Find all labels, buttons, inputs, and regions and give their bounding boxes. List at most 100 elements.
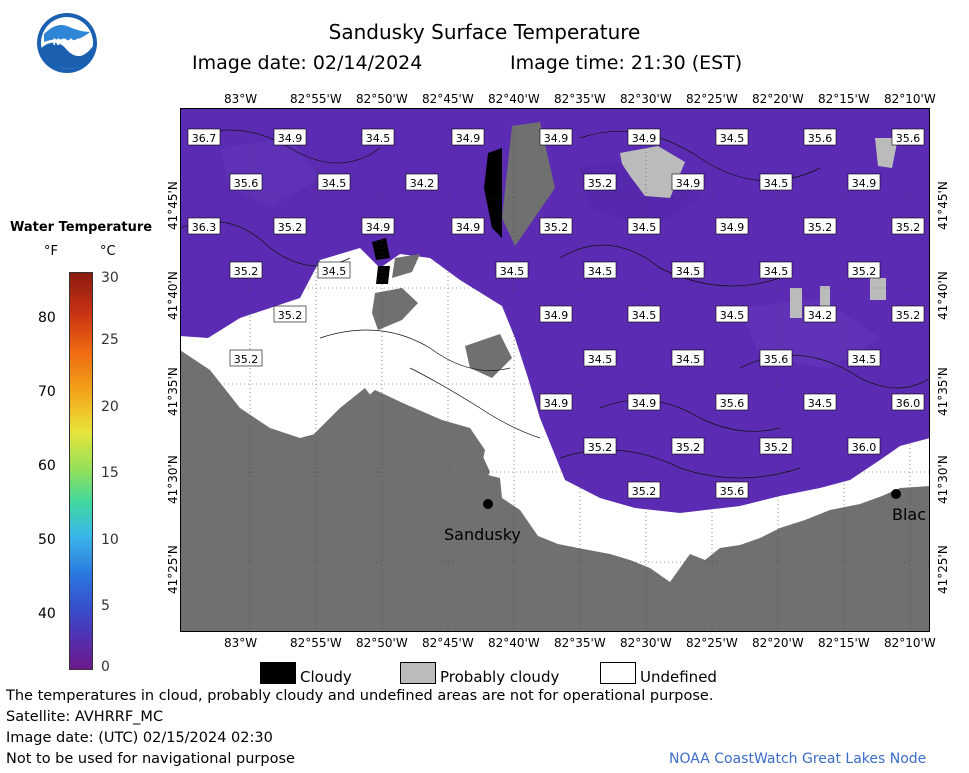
temperature-label: 35.6 xyxy=(715,481,749,499)
celsius-tick-label: 10 xyxy=(101,532,119,548)
temperature-label: 34.5 xyxy=(715,128,749,146)
lon-label-top: 82°25'W xyxy=(686,92,738,106)
fahrenheit-tick-label: 70 xyxy=(38,384,56,400)
temperature-label: 35.2 xyxy=(759,437,793,455)
lon-label-top: 82°50'W xyxy=(356,92,408,106)
svg-text:35.2: 35.2 xyxy=(588,441,613,454)
svg-text:34.9: 34.9 xyxy=(544,132,569,145)
unit-fahrenheit: °F xyxy=(44,244,58,259)
lat-label-left: 41°25'N xyxy=(166,545,180,594)
lon-label-bottom: 82°10'W xyxy=(884,636,936,650)
svg-text:34.5: 34.5 xyxy=(588,353,613,366)
svg-text:35.6: 35.6 xyxy=(234,177,259,190)
probably-cloudy-patch xyxy=(620,146,685,198)
probably-cloudy-swatch xyxy=(400,662,436,684)
svg-text:35.2: 35.2 xyxy=(278,309,303,322)
probably-cloudy-label: Probably cloudy xyxy=(440,668,560,686)
temperature-label: 34.5 xyxy=(583,349,617,367)
svg-text:35.2: 35.2 xyxy=(234,353,259,366)
svg-text:35.6: 35.6 xyxy=(764,353,789,366)
blac-city-marker xyxy=(891,489,901,499)
svg-text:34.9: 34.9 xyxy=(852,177,877,190)
lon-label-bottom: 82°50'W xyxy=(356,636,408,650)
svg-text:34.9: 34.9 xyxy=(544,397,569,410)
temperature-label: 34.5 xyxy=(317,261,351,279)
temperature-label: 35.2 xyxy=(583,437,617,455)
temperature-label: 34.2 xyxy=(405,173,439,191)
temperature-label: 34.5 xyxy=(847,349,881,367)
lon-label-top: 82°30'W xyxy=(620,92,672,106)
footer-note: The temperatures in cloud, probably clou… xyxy=(6,688,714,704)
temperature-label: 34.5 xyxy=(715,305,749,323)
logo-text: NOAA xyxy=(53,38,82,48)
temperature-label: 34.5 xyxy=(671,349,705,367)
lat-label-right: 41°35'N xyxy=(936,367,950,416)
temperature-label: 35.2 xyxy=(273,305,307,323)
svg-text:34.9: 34.9 xyxy=(456,221,481,234)
svg-text:34.5: 34.5 xyxy=(322,265,347,278)
blac-label: Blac xyxy=(892,505,926,524)
lon-label-top: 82°15'W xyxy=(818,92,870,106)
svg-text:34.5: 34.5 xyxy=(808,397,833,410)
celsius-tick-label: 5 xyxy=(101,598,110,614)
svg-text:34.5: 34.5 xyxy=(676,353,701,366)
lon-label-bottom: 82°35'W xyxy=(554,636,606,650)
lon-label-bottom: 83°W xyxy=(224,636,258,650)
svg-text:34.5: 34.5 xyxy=(588,265,613,278)
lat-label-right: 41°40'N xyxy=(936,271,950,320)
temperature-label: 35.6 xyxy=(803,128,837,146)
svg-text:34.5: 34.5 xyxy=(720,309,745,322)
temperature-label: 34.9 xyxy=(539,393,573,411)
fahrenheit-tick-label: 40 xyxy=(38,606,56,622)
temperature-label: 34.5 xyxy=(803,393,837,411)
lon-label-bottom: 82°40'W xyxy=(488,636,540,650)
temperature-label: 35.2 xyxy=(847,261,881,279)
svg-text:34.9: 34.9 xyxy=(632,397,657,410)
svg-text:34.9: 34.9 xyxy=(720,221,745,234)
svg-text:35.6: 35.6 xyxy=(720,397,745,410)
svg-text:34.5: 34.5 xyxy=(632,221,657,234)
page-title: Sandusky Surface Temperature xyxy=(328,20,641,44)
lon-label-top: 82°55'W xyxy=(290,92,342,106)
land-pelee xyxy=(502,122,555,246)
lon-label-top: 83°W xyxy=(224,92,258,106)
svg-text:34.9: 34.9 xyxy=(544,309,569,322)
temperature-label: 34.5 xyxy=(759,173,793,191)
temperature-label: 34.9 xyxy=(671,173,705,191)
svg-text:36.7: 36.7 xyxy=(192,132,217,145)
temperature-label: 35.2 xyxy=(583,173,617,191)
temperature-label: 34.5 xyxy=(495,261,529,279)
sandusky-label: Sandusky xyxy=(444,525,521,544)
temperature-label: 34.9 xyxy=(273,128,307,146)
svg-text:34.5: 34.5 xyxy=(852,353,877,366)
temperature-label: 34.5 xyxy=(671,261,705,279)
lon-label-top: 82°20'W xyxy=(752,92,804,106)
svg-text:35.2: 35.2 xyxy=(896,221,921,234)
temperature-label: 34.9 xyxy=(451,217,485,235)
lat-label-right: 41°30'N xyxy=(936,455,950,504)
footer-utc-date: Image date: (UTC) 02/15/2024 02:30 xyxy=(6,730,273,746)
svg-text:34.5: 34.5 xyxy=(366,132,391,145)
temperature-label: 35.6 xyxy=(229,173,263,191)
cloudy-swatch xyxy=(260,662,296,684)
temperature-label: 35.2 xyxy=(891,217,925,235)
svg-text:35.2: 35.2 xyxy=(588,177,613,190)
temperature-label: 36.0 xyxy=(847,437,881,455)
lat-label-left: 41°35'N xyxy=(166,367,180,416)
map-panel: 36.7 34.9 34.5 34.9 34.9 34.9 34.5 35.6 35.6 35.6… xyxy=(179,108,931,632)
lon-label-bottom: 82°55'W xyxy=(290,636,342,650)
temperature-label: 35.2 xyxy=(229,261,263,279)
svg-text:34.2: 34.2 xyxy=(410,177,435,190)
temperature-label: 34.9 xyxy=(539,305,573,323)
temperature-label: 35.2 xyxy=(891,305,925,323)
temperature-label: 34.2 xyxy=(803,305,837,323)
celsius-tick-label: 30 xyxy=(101,270,119,286)
color-scale-bar xyxy=(69,272,93,670)
fahrenheit-tick-label: 50 xyxy=(38,532,56,548)
temperature-label: 35.2 xyxy=(627,481,661,499)
lon-label-bottom: 82°20'W xyxy=(752,636,804,650)
temperature-label: 34.5 xyxy=(627,305,661,323)
temperature-label: 34.9 xyxy=(361,217,395,235)
land-peninsula xyxy=(265,388,490,508)
lat-label-right: 41°45'N xyxy=(936,181,950,230)
